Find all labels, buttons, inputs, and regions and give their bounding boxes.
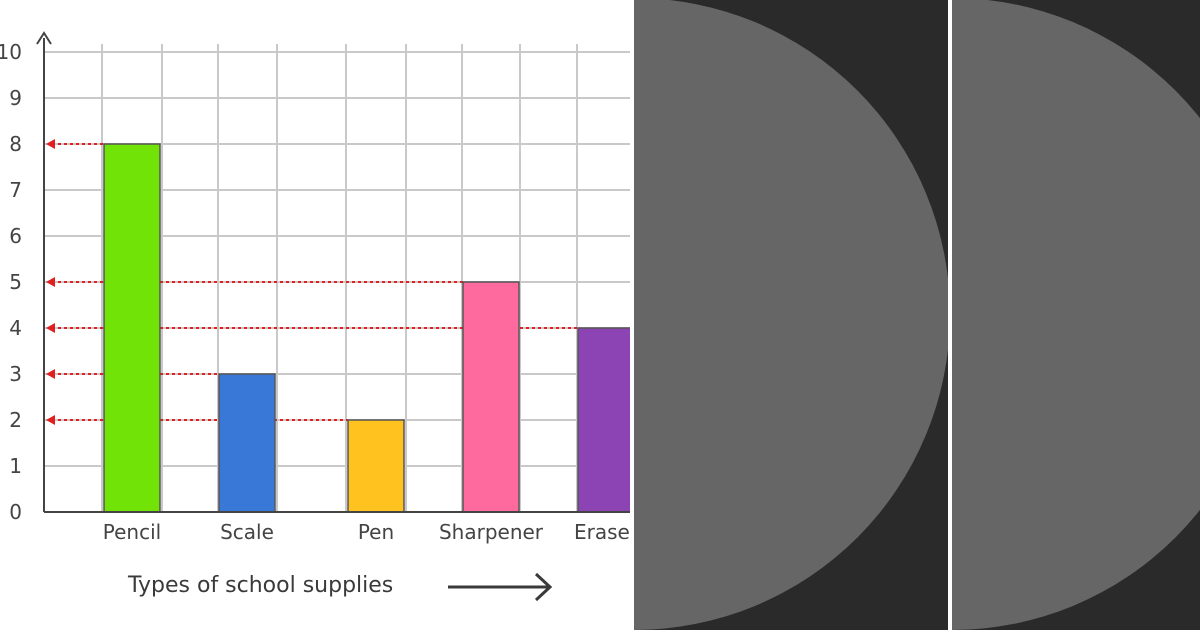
x-axis-title: Types of school supplies [127,573,393,598]
value-guide-arrow-icon [46,369,55,379]
dark-panel-left [634,0,948,630]
y-tick-label: 4 [9,316,22,340]
y-tick-label: 7 [9,178,22,202]
bar-pencil [103,143,161,513]
y-tick-label: 3 [9,362,22,386]
y-tick-label: 10 [0,40,22,64]
bar-chart-panel: 0 1 2 3 4 5 6 7 8 9 10 Pencil Scale Pen Sharpener Eras… [0,31,630,602]
y-tick-label: 2 [9,408,22,432]
category-label: Eraser [574,520,630,544]
bars [103,143,630,513]
category-label: Sharpener [439,520,544,544]
y-tick-label: 6 [9,224,22,248]
bar-sharpener [462,281,520,513]
dark-panel-right [952,0,1200,630]
category-label: Pen [358,520,394,544]
half-disc-right [952,0,1200,630]
bar-eraser [577,327,630,513]
bar-pen [347,419,405,513]
y-tick-label: 8 [9,132,22,156]
y-tick-label: 1 [9,454,22,478]
y-tick-label: 9 [9,86,22,110]
bar-chart: 0 1 2 3 4 5 6 7 8 9 10 Pencil Scale Pen Sharpener Eras… [0,31,630,602]
y-tick-label: 0 [9,500,22,524]
category-labels: Pencil Scale Pen Sharpener Eraser [103,520,630,544]
value-guide-arrow-icon [46,277,55,287]
y-tick-labels: 0 1 2 3 4 5 6 7 8 9 10 [0,40,22,524]
panel-gap [630,0,634,630]
value-guide-arrow-icon [46,323,55,333]
category-label: Pencil [103,520,161,544]
y-tick-label: 5 [9,270,22,294]
axes [36,31,630,513]
y-axis-arrow-icon [36,31,52,45]
value-guide-arrow-icon [46,415,55,425]
x-axis-direction-arrow-icon [448,572,553,602]
value-guide-arrow-icon [46,139,55,149]
bar-scale [218,373,276,513]
half-disc-left [634,0,948,630]
category-label: Scale [220,520,274,544]
panel-divider [948,0,952,630]
